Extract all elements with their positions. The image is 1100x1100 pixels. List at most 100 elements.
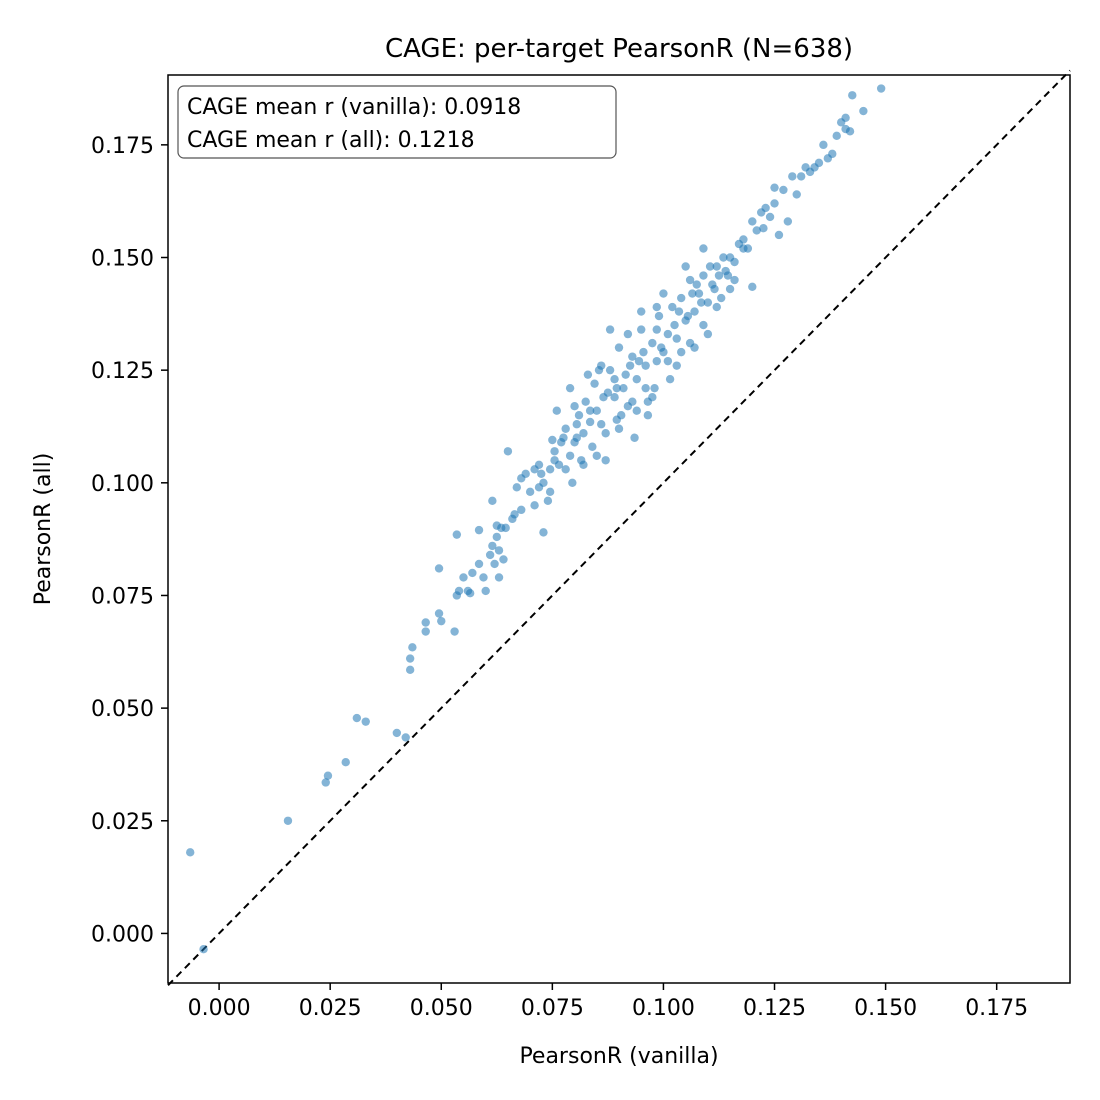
- identity-reference-line: [167, 69, 1071, 986]
- scatter-point: [405, 654, 415, 663]
- scatter-point: [628, 352, 637, 361]
- scatter-point: [539, 528, 548, 537]
- scatter-point: [690, 343, 699, 352]
- scatter-point: [474, 525, 484, 535]
- scatter-point: [668, 302, 677, 312]
- scatter-point: [468, 568, 477, 578]
- scatter-point: [783, 217, 793, 226]
- scatter-point: [632, 406, 641, 415]
- scatter-point: [545, 487, 555, 497]
- scatter-point: [488, 496, 497, 506]
- scatter-point: [848, 91, 857, 100]
- scatter-point: [517, 474, 526, 483]
- scatter-point: [639, 347, 648, 357]
- scatter-point: [703, 298, 713, 307]
- scatter-point: [623, 329, 633, 339]
- scatter-point: [570, 438, 579, 447]
- scatter-point: [561, 465, 570, 474]
- scatter-point: [719, 253, 728, 262]
- scatter-point: [725, 284, 735, 294]
- scatter-point: [672, 334, 681, 343]
- scatter-point: [583, 370, 593, 379]
- scatter-point: [748, 282, 757, 291]
- scatter-point: [694, 289, 704, 298]
- y-tick-label: 0.000: [91, 922, 154, 947]
- y-tick-label: 0.125: [91, 359, 154, 384]
- annotation-frame: [177, 85, 617, 159]
- y-axis-ticks: 0.000 0.025 0.050 0.075 0.100 0.125 0.150 0.175: [91, 134, 168, 947]
- scatter-point: [434, 609, 444, 618]
- scatter-point: [321, 778, 330, 787]
- scatter-point: [630, 433, 639, 442]
- scatter-point: [699, 320, 708, 330]
- stats-annotation-box: CAGE mean r (vanilla): 0.0918 CAGE mean …: [177, 85, 617, 159]
- scatter-point: [605, 325, 615, 334]
- y-axis-label: PearsonR (all): [31, 453, 56, 606]
- scatter-point: [792, 190, 801, 199]
- scatter-point: [421, 627, 430, 636]
- scatter-point: [774, 230, 784, 240]
- scatter-point: [392, 728, 402, 738]
- plot-frame: [167, 74, 1071, 984]
- scatter-point: [437, 616, 446, 626]
- scatter-point: [876, 84, 886, 93]
- scatter-point: [641, 383, 650, 393]
- scatter-point: [459, 573, 468, 582]
- scatter-point: [434, 564, 444, 573]
- scatter-point: [554, 460, 564, 469]
- scatter-point: [657, 343, 666, 352]
- scatter-point: [828, 149, 837, 159]
- scatter-point: [579, 429, 588, 438]
- scatter-point: [421, 618, 430, 627]
- x-tick-label: 0.075: [521, 996, 584, 1021]
- scatter-point: [559, 433, 568, 442]
- scatter-point: [625, 361, 635, 370]
- scatter-point: [810, 163, 819, 172]
- scatter-point: [685, 275, 695, 285]
- scatter-point: [621, 370, 630, 379]
- scatter-point: [796, 172, 806, 181]
- scatter-point: [710, 284, 719, 294]
- scatter-point: [581, 397, 590, 406]
- scatter-point: [488, 541, 497, 551]
- scatter-point: [650, 383, 659, 393]
- scatter-point: [510, 510, 519, 519]
- scatter-point: [592, 406, 601, 415]
- scatter-point: [548, 435, 557, 445]
- scatter-point: [788, 172, 797, 181]
- scatter-point: [361, 717, 370, 726]
- scatter-point: [770, 183, 779, 192]
- scatter-point: [454, 586, 464, 596]
- scatter-point: [530, 501, 539, 510]
- scatter-point: [665, 374, 675, 384]
- scatter-point: [712, 262, 721, 271]
- scatter-point: [717, 293, 726, 303]
- plot-area: [167, 69, 1071, 986]
- scatter-point: [597, 420, 606, 429]
- scatter-point: [659, 289, 668, 298]
- scatter-point: [537, 469, 546, 478]
- scatter-point: [492, 521, 502, 530]
- scatter-point: [539, 478, 548, 488]
- scatter-point: [572, 420, 581, 429]
- scatter-point: [612, 383, 621, 393]
- x-tick-label: 0.125: [743, 996, 806, 1021]
- x-axis-ticks: 0.000 0.025 0.050 0.075 0.100 0.125 0.150 0.175: [188, 983, 1028, 1021]
- scatter-point: [499, 555, 508, 564]
- scatter-point: [652, 325, 661, 334]
- scatter-point: [565, 451, 575, 460]
- scatter-point: [641, 361, 650, 370]
- scatter-point: [677, 347, 686, 357]
- scatter-point: [637, 325, 646, 334]
- scatter-point: [592, 451, 601, 460]
- scatter-point: [697, 298, 706, 307]
- scatter-point: [512, 483, 521, 492]
- scatter-point: [688, 289, 697, 298]
- y-tick-label: 0.050: [91, 697, 154, 722]
- scatter-point: [352, 713, 362, 723]
- scatter-point: [670, 320, 679, 330]
- scatter-point: [465, 589, 475, 598]
- scatter-point: [648, 392, 657, 402]
- scatter-point: [481, 586, 490, 596]
